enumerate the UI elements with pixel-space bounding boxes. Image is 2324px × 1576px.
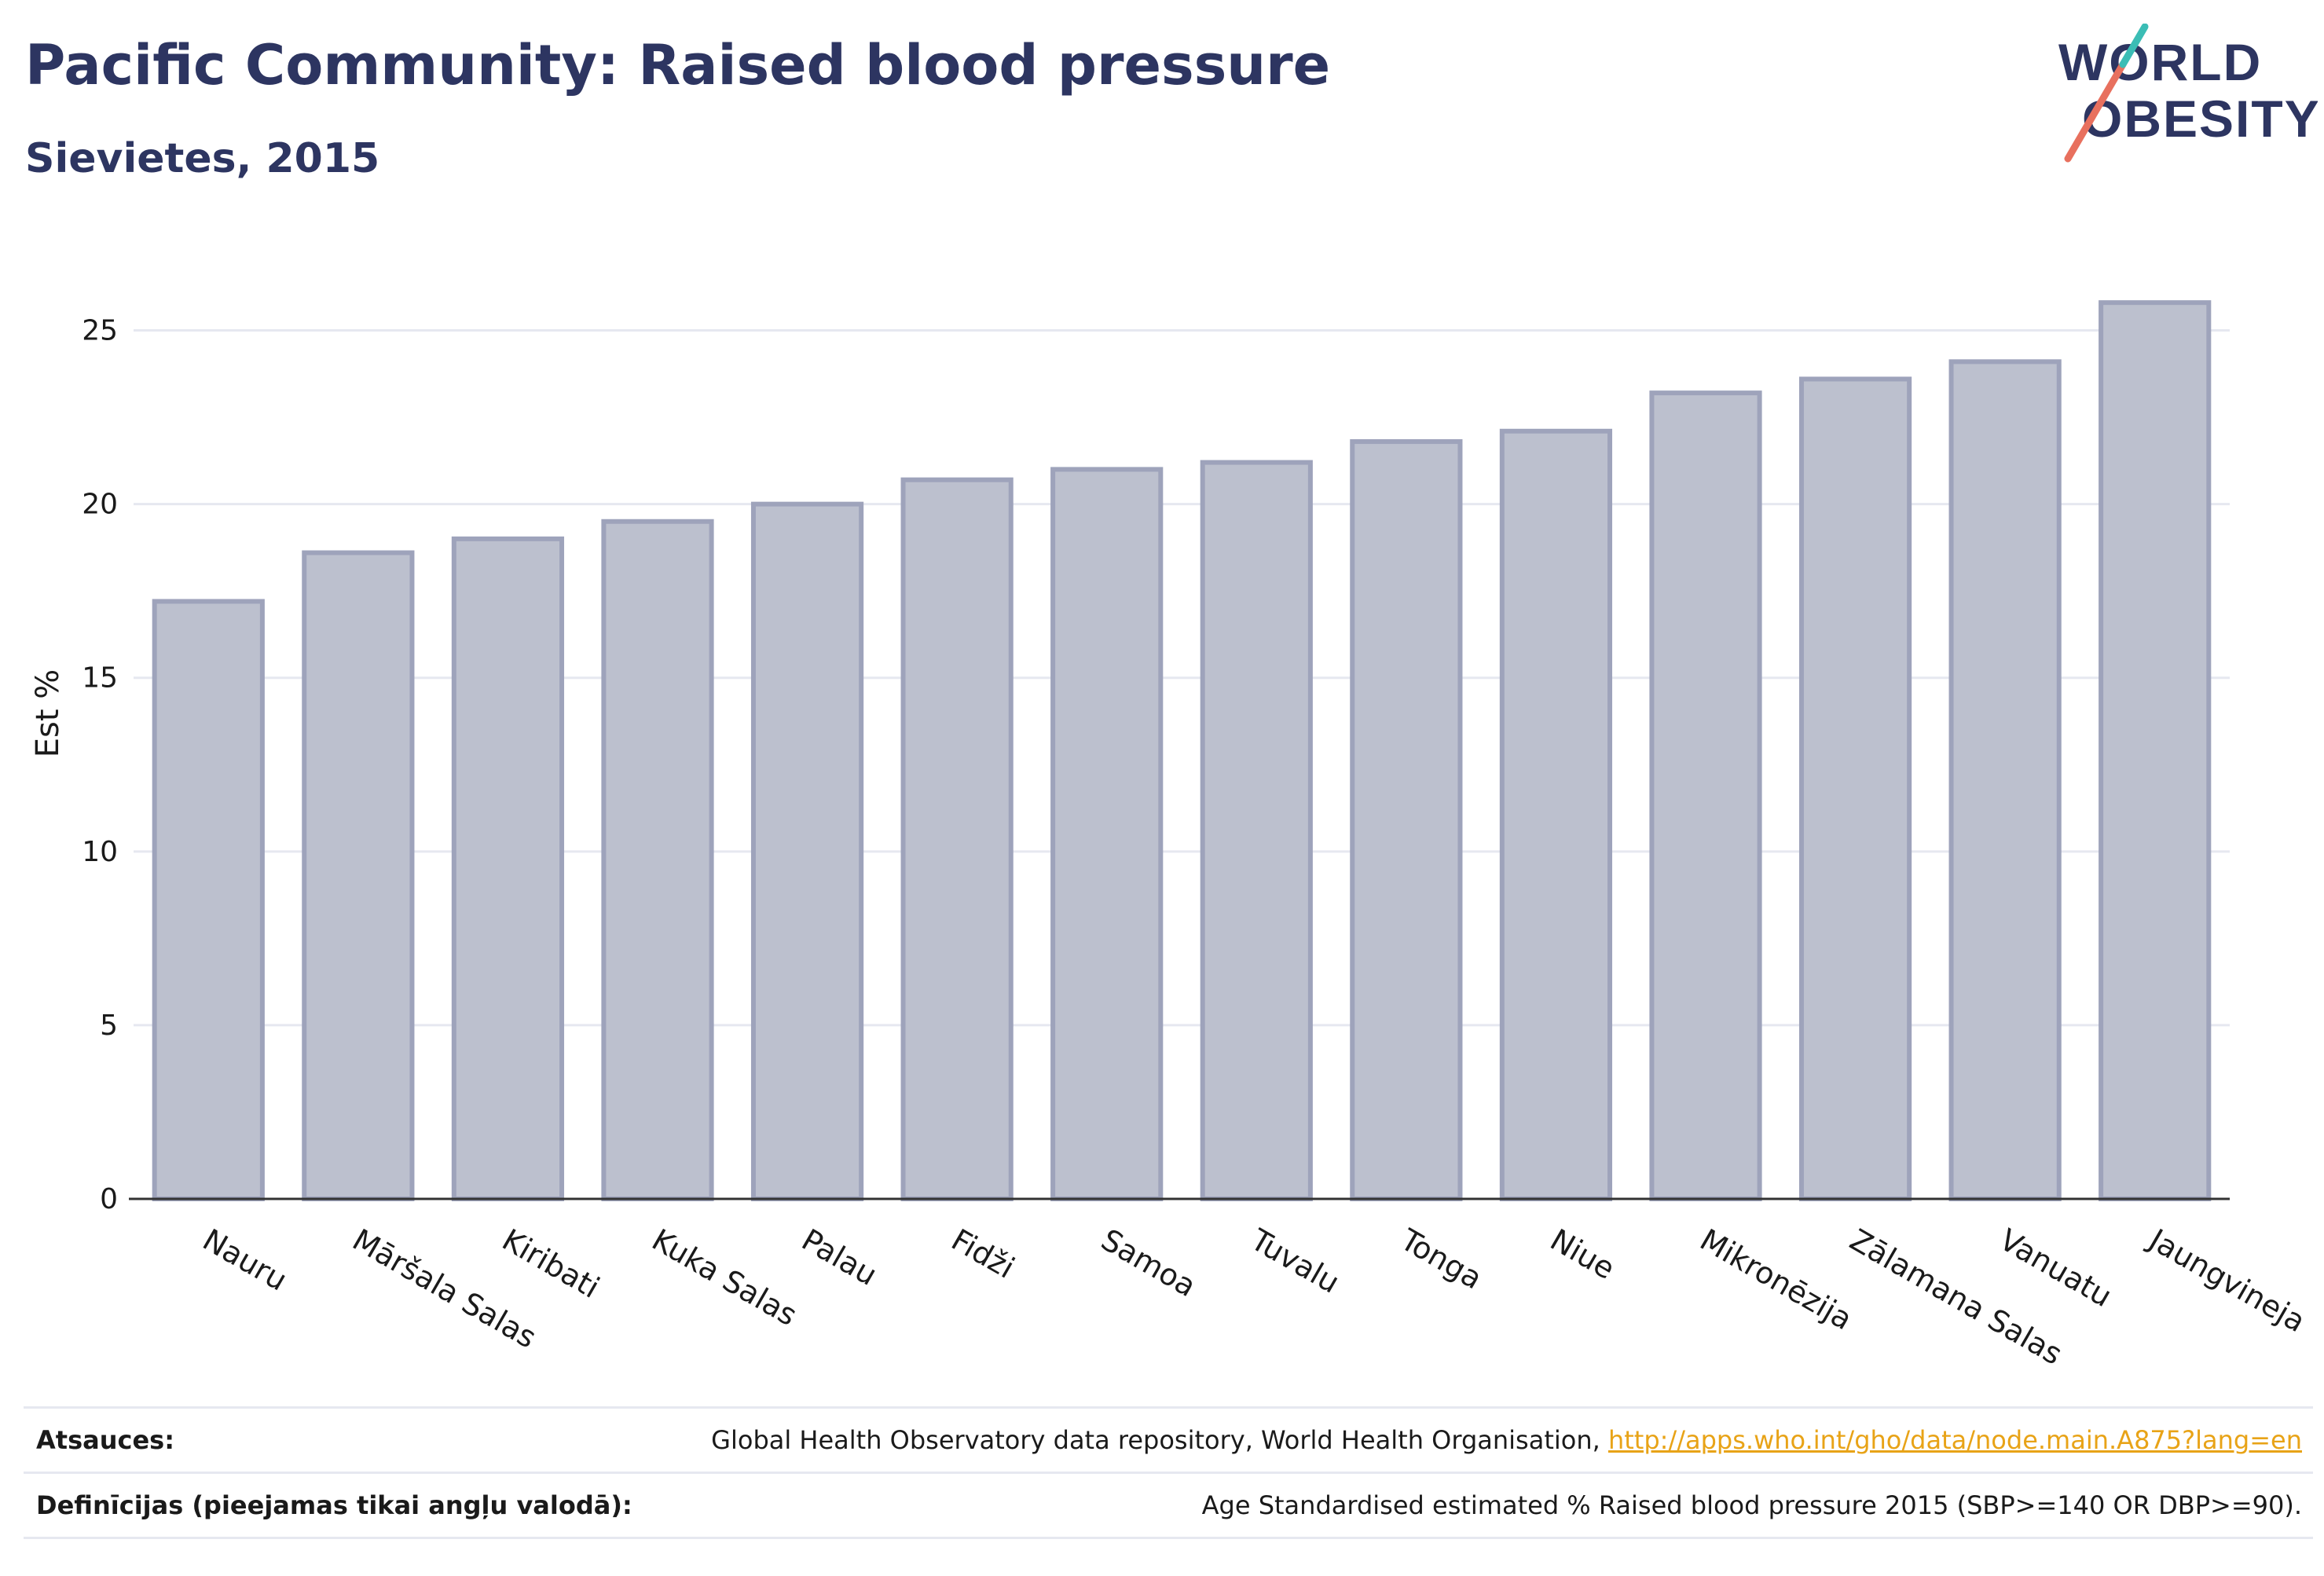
x-tick-label: Palau [796,1222,883,1292]
page-subtitle: Sievietes, 2015 [25,135,380,182]
x-tick-label: Vanuatu [1994,1222,2118,1314]
bar [1350,439,1463,1201]
y-tick-label: 15 [82,662,118,695]
sources-label: Atsauces: [36,1425,174,1455]
sources-row: Atsauces: Global Health Observatory data… [24,1406,2313,1472]
x-tick-label: Jaungvineja [2142,1222,2311,1340]
gridlines [134,329,2230,1027]
sources-value: Global Health Observatory data repositor… [711,1425,2313,1455]
x-tick-label: Samoa [1095,1222,1201,1304]
bar [302,550,415,1201]
bar [1200,460,1313,1201]
bars [152,300,2212,1202]
y-tick-label: 10 [82,836,118,868]
x-tick-label: Nauru [197,1222,293,1298]
bar [750,501,864,1201]
bar [601,519,714,1201]
definitions-label: Definīcijas (pieejamas tikai angļu valod… [36,1490,632,1520]
bar [900,477,1014,1201]
x-tick-label: Fidži [946,1222,1021,1285]
sources-text: Global Health Observatory data repositor… [711,1425,1608,1455]
x-tick-label: Tonga [1394,1222,1487,1296]
world-obesity-logo: WORLD OBESITY [2058,24,2318,163]
svg-text:WORLD: WORLD [2058,33,2262,91]
bar [152,599,265,1201]
y-tick-label: 25 [82,315,118,347]
bar [1649,390,1762,1201]
x-tick-label: Kiribati [497,1222,606,1305]
y-tick-label: 0 [100,1183,118,1215]
bar [451,536,565,1201]
y-tick-label: 5 [100,1010,118,1042]
sources-link[interactable]: http://apps.who.int/gho/data/node.main.A… [1607,1425,2302,1455]
x-tick-label: Niue [1545,1222,1621,1286]
bar [2099,300,2212,1201]
bar [1798,376,1912,1201]
x-tick-label: Tuvalu [1244,1222,1345,1300]
definitions-text: Age Standardised estimated % Raised bloo… [1201,1490,2302,1520]
y-tick-labels: 0 5 10 15 20 25 [82,315,118,1215]
bar [1050,467,1164,1201]
svg-text:OBESITY: OBESITY [2082,90,2318,148]
y-tick-label: 20 [82,489,118,521]
bar [1948,359,2062,1202]
x-tick-label: Mikronēzija [1695,1222,1858,1337]
bar [1499,428,1613,1201]
page-title: Pacific Community: Raised blood pressure [25,33,1331,97]
y-axis-label: Est % [30,669,66,758]
definitions-row: Definīcijas (pieejamas tikai angļu valod… [24,1472,2313,1539]
x-tick-label: Kuka Salas [647,1222,803,1333]
